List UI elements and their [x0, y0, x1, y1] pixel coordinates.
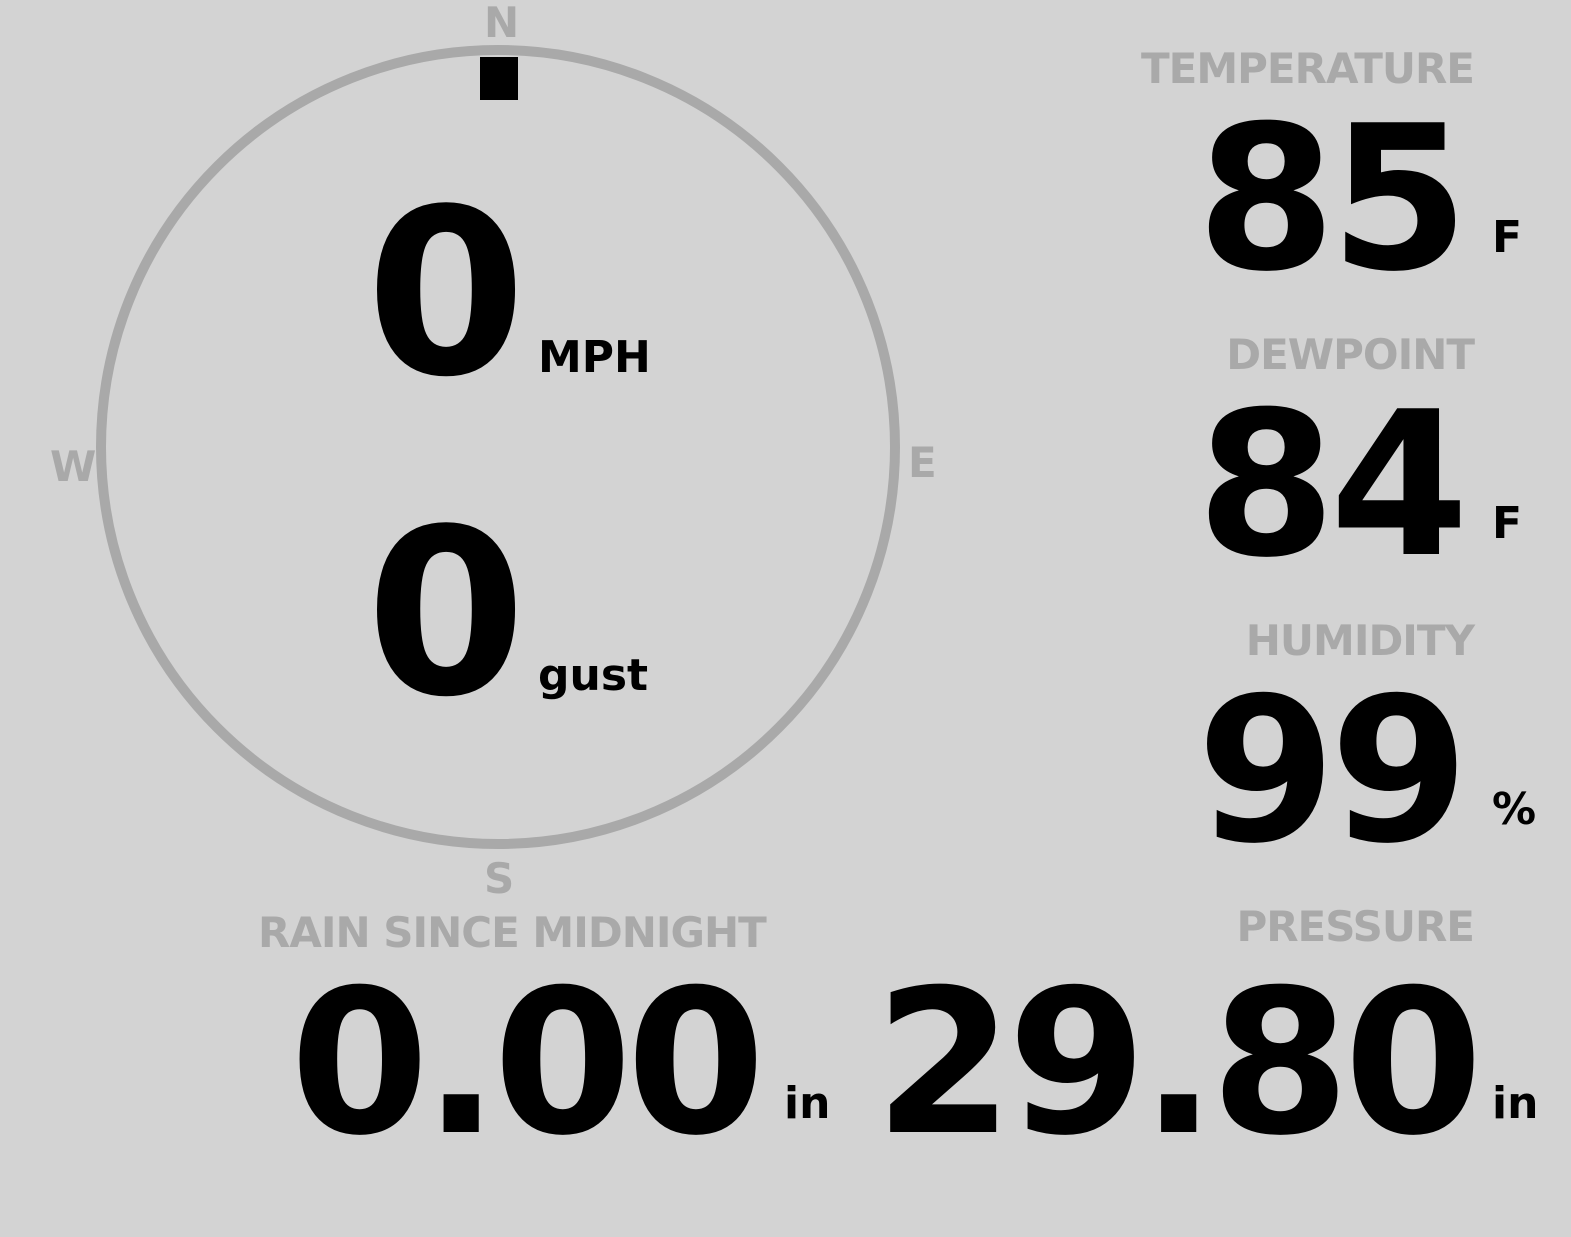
humidity-unit: %	[1492, 784, 1537, 835]
rain-value: 0.00	[290, 947, 765, 1180]
wind-gust-value: 0	[366, 481, 526, 748]
dewpoint-unit: F	[1492, 498, 1523, 549]
compass-south: S	[484, 854, 515, 903]
dewpoint-label: DEWPOINT	[1226, 330, 1475, 379]
compass-ring	[96, 45, 900, 849]
wind-direction-marker	[480, 57, 518, 100]
temperature-label: TEMPERATURE	[1141, 44, 1475, 93]
temperature-value: 85	[1196, 83, 1469, 316]
compass-east: E	[908, 438, 937, 487]
compass-north: N	[484, 0, 520, 47]
rain-label: RAIN SINCE MIDNIGHT	[258, 908, 767, 957]
wind-compass	[96, 45, 900, 849]
pressure-value: 29.80	[874, 947, 1483, 1180]
humidity-value: 99	[1196, 655, 1469, 888]
compass-west: W	[50, 442, 97, 491]
wind-speed-value: 0	[366, 161, 526, 428]
rain-unit: in	[784, 1078, 831, 1129]
wind-gust-label: gust	[538, 650, 649, 701]
humidity-label: HUMIDITY	[1245, 616, 1475, 665]
pressure-label: PRESSURE	[1236, 902, 1475, 951]
dewpoint-value: 84	[1196, 369, 1469, 602]
temperature-unit: F	[1492, 212, 1523, 263]
wind-speed-unit: MPH	[538, 332, 651, 383]
pressure-unit: in	[1492, 1078, 1539, 1129]
